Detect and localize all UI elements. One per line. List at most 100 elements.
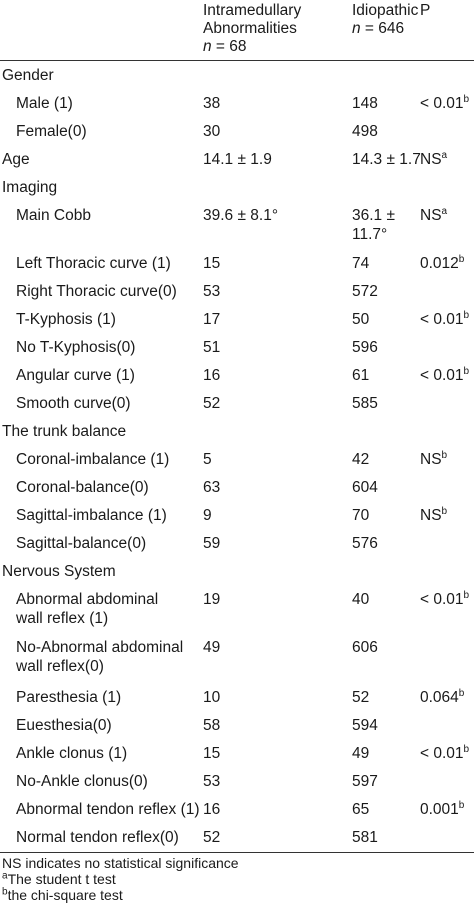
row-label: Main Cobb — [16, 206, 91, 225]
cell-idiopathic: 74 — [352, 254, 369, 273]
cell-p-value: < 0.01b — [420, 366, 469, 385]
footnote-b-text: the chi-square test — [7, 887, 123, 903]
row-label: The trunk balance — [2, 422, 126, 441]
cell-idiopathic-line1: 52 — [352, 689, 370, 706]
cell-p-value: < 0.01b — [420, 744, 469, 763]
row-label: No-Abnormal abdominal wall reflex(0) — [16, 638, 183, 676]
cell-intramedullary: 30 — [203, 123, 221, 140]
row-label: Sagittal-imbalance (1) — [16, 506, 167, 525]
cell-idiopathic-line1: 70 — [352, 507, 370, 524]
p-value-footnote-mark: b — [441, 449, 448, 461]
row-label-line1: Age — [2, 151, 30, 168]
row-label-line2: wall reflex(0) — [16, 658, 104, 675]
row-label: Abnormal tendon reflex (1) — [16, 800, 200, 819]
row-label-line1: Coronal-imbalance (1) — [16, 451, 170, 468]
cell-intramedullary: 53 — [203, 283, 221, 300]
cell-idiopathic-line1: 594 — [352, 717, 378, 734]
row-label-line1: Ankle clonus (1) — [16, 745, 128, 762]
row-label-line1: No-Abnormal abdominal — [16, 639, 184, 656]
cell-p-value: NSb — [420, 450, 447, 469]
header-intramedullary: Intramedullary Abnormalities n = 68 — [203, 2, 301, 56]
header-col1-line1: Intramedullary — [203, 2, 302, 19]
cell-idiopathic: 65 — [352, 800, 369, 819]
cell-intramedullary: 10 — [203, 689, 221, 706]
cell-idiopathic: 596 — [352, 338, 378, 357]
cell-idiopathic-line1: 14.3 ± 1.7 — [352, 151, 421, 168]
cell-intramedullary: 16 — [203, 801, 221, 818]
row-label-line1: Sagittal-imbalance (1) — [16, 507, 167, 524]
footnote-a-mark: a — [2, 870, 8, 882]
cell-idiopathic: 50 — [352, 310, 369, 329]
row-label-line1: Smooth curve(0) — [16, 395, 131, 412]
cell-p-value: 0.064b — [420, 688, 464, 707]
row-label-line1: Abnormal abdominal — [16, 591, 159, 608]
cell-idiopathic: 61 — [352, 366, 369, 385]
row-label-line1: Sagittal-balance(0) — [16, 535, 147, 552]
cell-idiopathic-line1: 597 — [352, 773, 378, 790]
row-label: Angular curve (1) — [16, 366, 135, 385]
cell-idiopathic: 585 — [352, 394, 378, 413]
p-value-footnote-mark: b — [458, 799, 465, 811]
row-label: Normal tendon reflex(0) — [16, 828, 179, 847]
header-col1-n-val: = 68 — [211, 38, 247, 55]
cell-idiopathic: 14.3 ± 1.7 — [352, 150, 421, 169]
row-label: Male (1) — [16, 94, 73, 113]
row-label-line1: No-Ankle clonus(0) — [16, 773, 148, 790]
footnote-a: aThe student t test — [2, 871, 116, 887]
cell-idiopathic: 49 — [352, 744, 369, 763]
row-label: Imaging — [2, 178, 57, 197]
row-label: Gender — [2, 66, 54, 85]
p-value-text: < 0.01 — [420, 311, 464, 328]
p-value-text: < 0.01 — [420, 95, 464, 112]
row-label-line1: Main Cobb — [16, 207, 91, 224]
cell-p-value: 0.001b — [420, 800, 464, 819]
cell-intramedullary: 14.1 ± 1.9 — [203, 151, 272, 168]
cell-idiopathic-line1: 36.1 ± — [352, 207, 395, 224]
cell-idiopathic-line1: 585 — [352, 395, 378, 412]
p-value-text: 0.012 — [420, 255, 459, 272]
bottom-rule — [0, 852, 474, 853]
cell-intramedullary: 51 — [203, 339, 221, 356]
cell-p-value: NSa — [420, 206, 447, 225]
p-value-text: < 0.01 — [420, 591, 464, 608]
row-label-line2: wall reflex (1) — [16, 610, 109, 627]
cell-intramedullary: 19 — [203, 591, 221, 608]
row-label: Ankle clonus (1) — [16, 744, 127, 763]
row-label-line1: Nervous System — [2, 563, 116, 580]
cell-intramedullary: 63 — [203, 479, 221, 496]
cell-intramedullary: 49 — [203, 639, 221, 656]
cell-idiopathic-line1: 148 — [352, 95, 378, 112]
p-value-footnote-mark: a — [441, 205, 448, 217]
cell-idiopathic: 36.1 ± 11.7° — [352, 206, 395, 244]
cell-idiopathic-line1: 50 — [352, 311, 370, 328]
footnote-ns: NS indicates no statistical significance — [2, 855, 239, 871]
header-col2-n-var: n — [352, 20, 361, 37]
row-label-line1: Gender — [2, 67, 54, 84]
p-value-text: NS — [420, 507, 442, 524]
p-value-text: < 0.01 — [420, 745, 464, 762]
cell-p-value: < 0.01b — [420, 590, 469, 609]
header-col2-n-val: = 646 — [360, 20, 405, 37]
row-label-line1: Abnormal tendon reflex (1) — [16, 801, 200, 818]
p-value-footnote-mark: b — [463, 309, 470, 321]
cell-p-value: NSb — [420, 506, 447, 525]
cell-idiopathic-line1: 65 — [352, 801, 370, 818]
cell-intramedullary: 58 — [203, 717, 221, 734]
row-label-line1: Right Thoracic curve(0) — [16, 283, 177, 300]
row-label: Smooth curve(0) — [16, 394, 131, 413]
cell-idiopathic-line1: 498 — [352, 123, 378, 140]
p-value-footnote-mark: b — [441, 505, 448, 517]
cell-idiopathic-line1: 42 — [352, 451, 370, 468]
cell-idiopathic: 606 — [352, 638, 378, 657]
p-value-footnote-mark: b — [458, 687, 465, 699]
row-label: No T-Kyphosis(0) — [16, 338, 135, 357]
row-label: Coronal-imbalance (1) — [16, 450, 169, 469]
cell-idiopathic: 40 — [352, 590, 369, 609]
row-label-line1: Left Thoracic curve (1) — [16, 255, 171, 272]
cell-p-value: 0.012b — [420, 254, 464, 273]
cell-idiopathic: 597 — [352, 772, 378, 791]
cell-intramedullary: 16 — [203, 367, 221, 384]
p-value-text: < 0.01 — [420, 367, 464, 384]
cell-idiopathic-line1: 576 — [352, 535, 378, 552]
